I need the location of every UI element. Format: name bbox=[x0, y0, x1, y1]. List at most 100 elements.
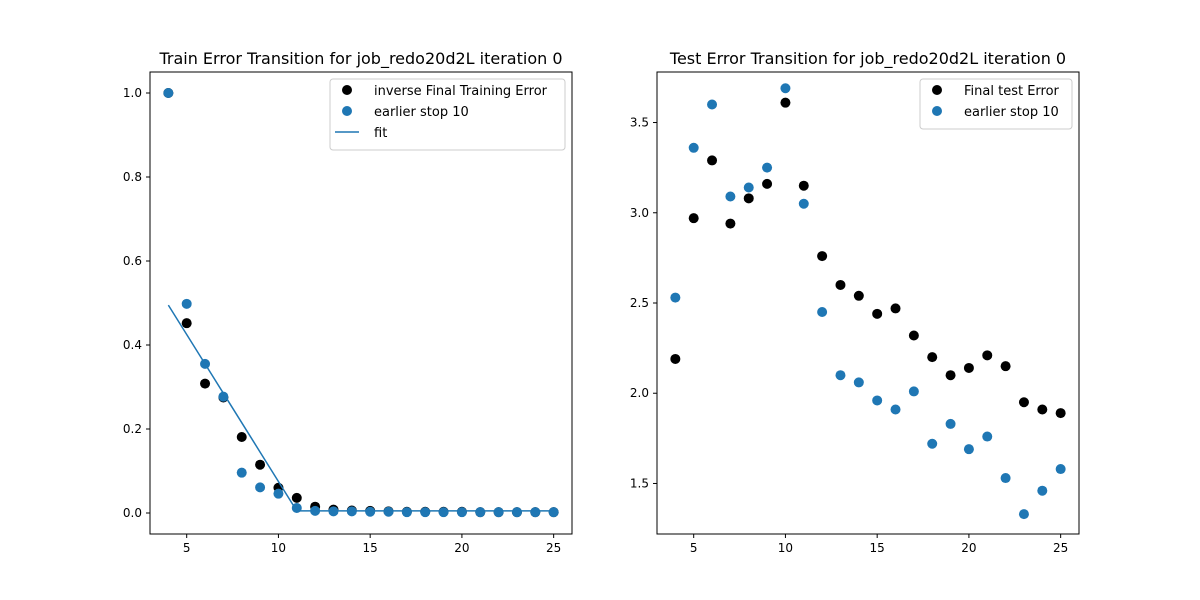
train-legend-frame bbox=[329, 78, 566, 151]
y-tick-label: 2.5 bbox=[630, 296, 649, 310]
train-series-0-point bbox=[236, 431, 247, 442]
test-series-0-point bbox=[853, 290, 864, 301]
test-series-0-point bbox=[890, 303, 901, 314]
test-series-1-point bbox=[872, 395, 883, 406]
y-tick-label: 0.8 bbox=[123, 170, 142, 184]
test-error-chart: Test Error Transition for job_redo20d2L … bbox=[630, 49, 1080, 555]
test-series-1-point bbox=[853, 377, 864, 388]
x-tick-label: 10 bbox=[271, 541, 286, 555]
test-series-1-point bbox=[688, 142, 699, 153]
test-series-0-point bbox=[835, 279, 846, 290]
test-series-1-point bbox=[798, 198, 809, 209]
test-series-1-point bbox=[725, 191, 736, 202]
test-chart-title: Test Error Transition for job_redo20d2L … bbox=[669, 49, 1066, 69]
y-tick-label: 0.0 bbox=[123, 506, 142, 520]
x-tick-label: 5 bbox=[690, 541, 698, 555]
y-tick-label: 1.5 bbox=[630, 476, 649, 490]
train-series-1-point bbox=[530, 507, 541, 518]
test-series-1-point bbox=[1000, 473, 1011, 484]
train-series-1-point bbox=[218, 391, 229, 402]
test-series-1-point bbox=[908, 386, 919, 397]
train-series-0-point bbox=[291, 492, 302, 503]
test-series-0-point bbox=[927, 352, 938, 363]
train-legend-label: inverse Final Training Error bbox=[374, 84, 548, 99]
y-tick-label: 3.5 bbox=[630, 116, 649, 130]
test-plot-frame bbox=[656, 71, 1080, 535]
train-series-1-point bbox=[181, 298, 192, 309]
test-series-0-point bbox=[945, 370, 956, 381]
test-series-1-point bbox=[762, 162, 773, 173]
y-tick-label: 1.0 bbox=[123, 86, 142, 100]
x-tick-label: 5 bbox=[183, 541, 191, 555]
test-legend: Final test Error earlier stop 10 bbox=[919, 78, 1073, 130]
test-chart-marks bbox=[670, 83, 1066, 520]
train-series-1-point bbox=[456, 507, 467, 518]
train-legend: inverse Final Training Error earlier stop… bbox=[329, 78, 566, 151]
train-series-1-point bbox=[511, 507, 522, 518]
test-series-1-point bbox=[817, 307, 828, 318]
train-series-1-point bbox=[365, 506, 376, 517]
test-legend-label: Final test Error bbox=[964, 84, 1060, 99]
test-series-1-point bbox=[835, 370, 846, 381]
test-series-0-point bbox=[1018, 397, 1029, 408]
train-series-1-point bbox=[236, 467, 247, 478]
test-legend-marker bbox=[932, 106, 942, 116]
test-series-1-point bbox=[707, 99, 718, 110]
test-series-0-point bbox=[982, 350, 993, 361]
train-error-chart: Train Error Transition for job_redo20d2L… bbox=[123, 49, 573, 555]
y-tick-label: 0.4 bbox=[123, 338, 142, 352]
test-series-0-point bbox=[908, 330, 919, 341]
y-tick-label: 3.0 bbox=[630, 206, 649, 220]
x-tick-label: 25 bbox=[546, 541, 561, 555]
train-series-0-point bbox=[181, 318, 192, 329]
train-series-1-point bbox=[273, 488, 284, 499]
x-tick-label: 25 bbox=[1053, 541, 1068, 555]
test-series-1-point bbox=[982, 431, 993, 442]
test-legend-marker bbox=[932, 85, 942, 95]
test-series-0-point bbox=[707, 155, 718, 166]
test-series-1-point bbox=[945, 418, 956, 429]
test-series-0-point bbox=[872, 308, 883, 319]
train-fit-line bbox=[167, 304, 554, 512]
train-legend-label: fit bbox=[374, 126, 387, 141]
train-chart-title: Train Error Transition for job_redo20d2L… bbox=[158, 49, 562, 69]
test-series-1-point bbox=[1055, 464, 1066, 475]
train-series-1-point bbox=[420, 507, 431, 518]
x-tick-label: 10 bbox=[778, 541, 793, 555]
y-tick-label: 0.2 bbox=[123, 422, 142, 436]
test-series-0-point bbox=[670, 353, 681, 364]
y-tick-label: 2.0 bbox=[630, 386, 649, 400]
train-series-1-point bbox=[401, 507, 412, 518]
train-series-1-point bbox=[163, 88, 174, 98]
test-series-1-point bbox=[743, 182, 754, 193]
train-series-1-point bbox=[548, 507, 559, 518]
x-tick-label: 15 bbox=[363, 541, 378, 555]
train-legend-marker bbox=[342, 106, 352, 116]
train-series-1-point bbox=[493, 507, 504, 518]
test-series-0-point bbox=[1000, 361, 1011, 372]
train-series-1-point bbox=[383, 506, 394, 517]
test-series-1-point bbox=[963, 444, 974, 455]
test-series-0-point bbox=[963, 362, 974, 373]
train-series-1-point bbox=[475, 507, 486, 518]
test-series-0-point bbox=[1055, 408, 1066, 419]
train-legend-marker bbox=[342, 85, 352, 95]
train-legend-label: earlier stop 10 bbox=[374, 105, 469, 120]
train-series-1-point bbox=[438, 507, 449, 518]
test-series-0-point bbox=[1037, 404, 1048, 415]
y-tick-label: 0.6 bbox=[123, 254, 142, 268]
test-series-1-point bbox=[1018, 509, 1029, 520]
test-series-1-point bbox=[890, 404, 901, 415]
test-series-0-point bbox=[725, 218, 736, 229]
test-series-0-point bbox=[743, 193, 754, 204]
test-legend-label: earlier stop 10 bbox=[964, 105, 1059, 120]
train-plot-frame bbox=[149, 71, 573, 535]
x-tick-label: 20 bbox=[454, 541, 469, 555]
test-series-0-point bbox=[762, 178, 773, 189]
test-series-1-point bbox=[780, 83, 791, 94]
train-axis-ticks: 5 10 15 20 25 0.0 0.2 0.4 0.6 0.8 1.0 bbox=[123, 86, 561, 555]
train-series-0-point bbox=[255, 459, 266, 470]
test-axis-ticks: 5 10 15 20 25 1.5 2.0 2.5 3.0 3.5 bbox=[630, 116, 1068, 555]
test-series-1-point bbox=[1037, 485, 1048, 496]
test-series-1-point bbox=[670, 292, 681, 303]
